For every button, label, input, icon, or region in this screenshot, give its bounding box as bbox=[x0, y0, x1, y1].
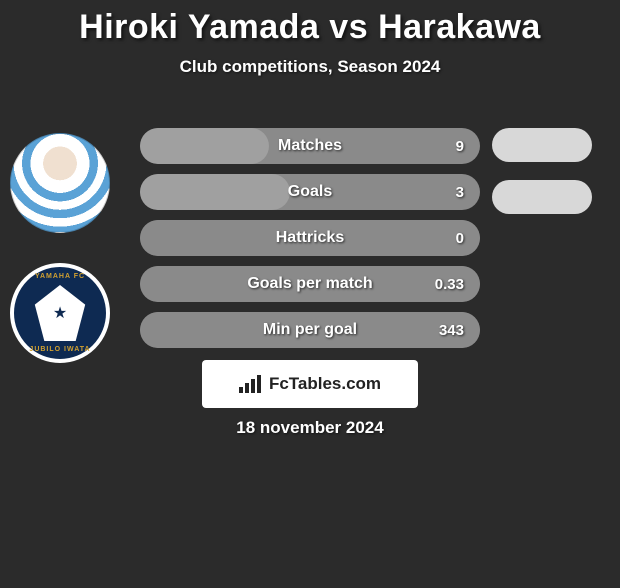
stat-row-hattricks: Hattricks 0 bbox=[140, 220, 480, 256]
stat-value: 9 bbox=[456, 138, 464, 155]
brand-label: FcTables.com bbox=[269, 374, 381, 394]
left-column: YAMAHA FC ★ JUBILO IWATA bbox=[10, 133, 125, 363]
stat-value: 0 bbox=[456, 230, 464, 247]
badge-shield-icon: ★ bbox=[32, 285, 88, 341]
stats-panel: Matches 9 Goals 3 Hattricks 0 Goals per … bbox=[140, 128, 480, 358]
page-title: Hiroki Yamada vs Harakawa bbox=[0, 8, 620, 47]
opponent-pill-1 bbox=[492, 128, 592, 162]
club-badge: YAMAHA FC ★ JUBILO IWATA bbox=[10, 263, 110, 363]
player-photo bbox=[10, 133, 110, 233]
subtitle: Club competitions, Season 2024 bbox=[0, 57, 620, 77]
date-text: 18 november 2024 bbox=[0, 418, 620, 438]
stat-value: 3 bbox=[456, 184, 464, 201]
brand-box[interactable]: FcTables.com bbox=[202, 360, 418, 408]
stat-row-matches: Matches 9 bbox=[140, 128, 480, 164]
badge-bottom-text: JUBILO IWATA bbox=[29, 346, 90, 353]
badge-top-text: YAMAHA FC bbox=[35, 273, 85, 280]
opponent-pill-2 bbox=[492, 180, 592, 214]
stat-row-goals: Goals 3 bbox=[140, 174, 480, 210]
stat-label: Matches bbox=[140, 137, 480, 155]
star-icon: ★ bbox=[53, 303, 67, 323]
bar-chart-icon bbox=[239, 375, 261, 393]
stat-value: 343 bbox=[439, 322, 464, 339]
stat-label: Min per goal bbox=[140, 321, 480, 339]
stat-row-min-per-goal: Min per goal 343 bbox=[140, 312, 480, 348]
stat-label: Goals bbox=[140, 183, 480, 201]
stat-label: Hattricks bbox=[140, 229, 480, 247]
stat-row-goals-per-match: Goals per match 0.33 bbox=[140, 266, 480, 302]
stat-value: 0.33 bbox=[435, 276, 464, 293]
stat-label: Goals per match bbox=[140, 275, 480, 293]
